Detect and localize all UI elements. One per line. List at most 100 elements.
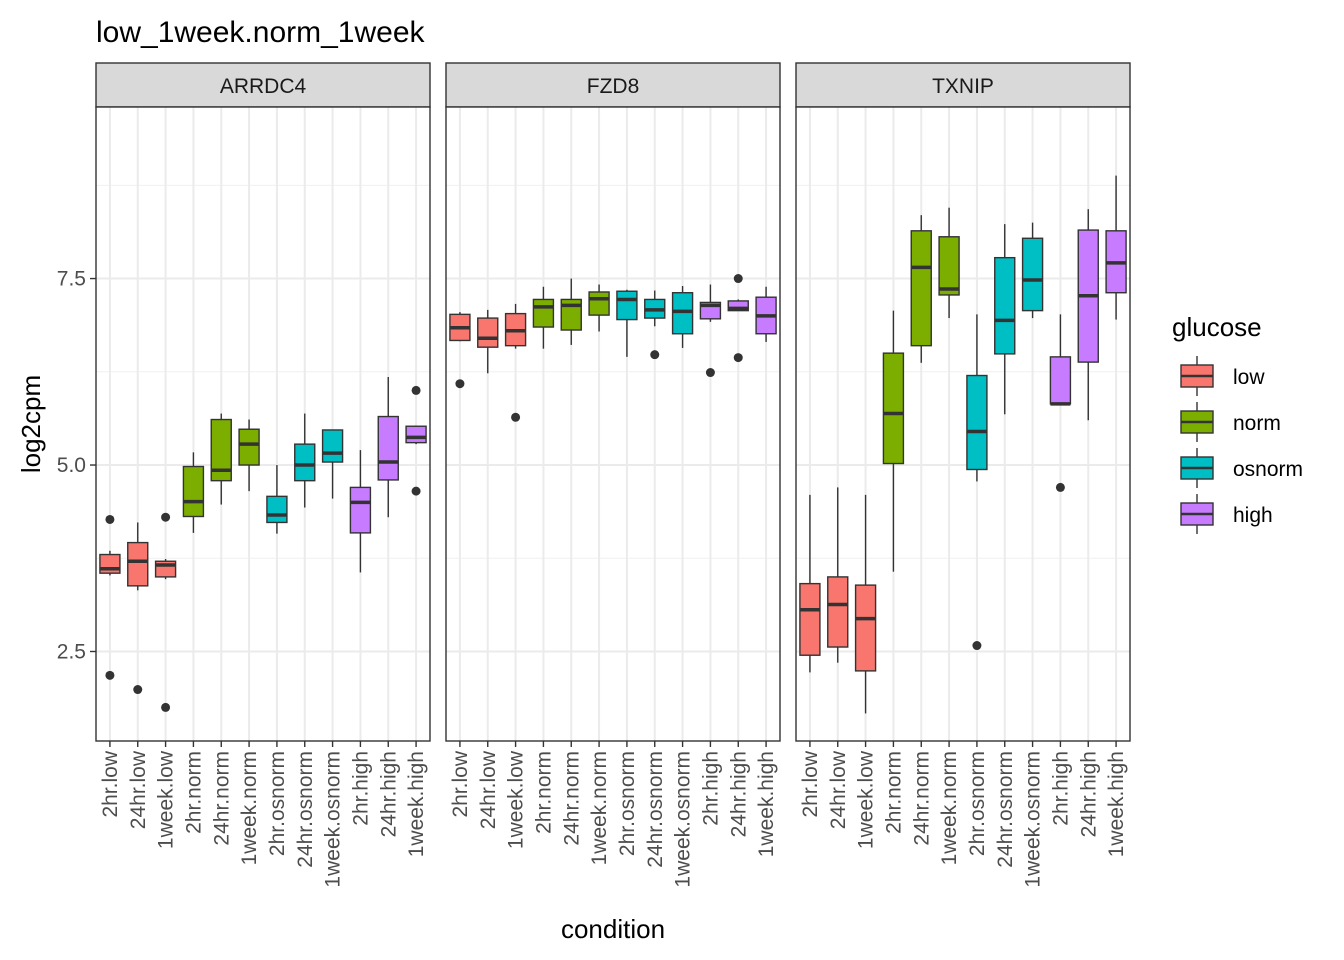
x-tick-label: 1week.low xyxy=(155,750,178,849)
box-2hr.low xyxy=(799,494,821,673)
x-tick-label: 2hr.high xyxy=(1049,751,1072,826)
box-outlier xyxy=(105,514,115,524)
box-body xyxy=(405,425,427,444)
box-24hr.high xyxy=(1077,209,1099,421)
box-body xyxy=(266,495,288,524)
box-24hr.osnorm xyxy=(644,290,666,360)
x-tick-label: 1week.norm xyxy=(238,751,261,865)
box-2hr.low xyxy=(99,514,121,680)
box-24hr.low xyxy=(827,487,849,663)
x-tick-label: 2hr.high xyxy=(349,751,372,826)
x-tick-label: 2hr.low xyxy=(449,750,472,817)
box-2hr.high xyxy=(1049,314,1072,492)
box-body xyxy=(938,236,960,296)
x-tick-label: 24hr.high xyxy=(1077,751,1100,837)
box-body xyxy=(349,486,372,534)
box-1week.low xyxy=(854,494,877,714)
facet-strip-label: TXNIP xyxy=(932,75,994,98)
facet-strip xyxy=(445,62,781,108)
legend-item-low: low xyxy=(1172,353,1265,399)
box-24hr.high xyxy=(727,274,749,363)
y-tick-label: 5.0 xyxy=(57,454,86,477)
panel-background xyxy=(96,107,430,741)
y-tick-label: 2.5 xyxy=(57,640,86,663)
box-body xyxy=(727,300,749,312)
x-tick-label: 24hr.high xyxy=(377,751,400,837)
box-2hr.norm xyxy=(882,310,905,572)
x-tick-label: 2hr.low xyxy=(799,750,822,817)
x-tick-label: 24hr.low xyxy=(127,750,150,829)
x-tick-label: 2hr.osnorm xyxy=(266,751,289,856)
box-24hr.norm xyxy=(910,215,932,363)
box-2hr.high xyxy=(349,450,372,573)
box-outlier xyxy=(411,486,421,496)
legend: glucose low norm osnorm high xyxy=(1172,312,1303,537)
box-2hr.osnorm xyxy=(616,289,638,357)
box-body xyxy=(994,256,1016,355)
box-2hr.norm xyxy=(532,286,555,349)
chart-title: low_1week.norm_1week xyxy=(96,16,426,49)
box-outlier xyxy=(511,412,521,422)
box-body xyxy=(321,429,344,463)
box-1week.osnorm xyxy=(321,429,344,499)
box-body xyxy=(588,291,610,316)
facet-strip-label: FZD8 xyxy=(587,75,640,98)
legend-title: glucose xyxy=(1172,312,1262,342)
x-tick-label: 2hr.low xyxy=(99,750,122,817)
x-axis-title: condition xyxy=(561,914,665,944)
x-tick-label: 1week.low xyxy=(505,750,528,849)
facet-strip xyxy=(795,62,1131,108)
x-tick-label: 2hr.osnorm xyxy=(966,751,989,856)
box-body xyxy=(477,317,499,348)
x-tick-label: 1week.osnorm xyxy=(1022,751,1045,888)
box-body xyxy=(294,443,316,482)
x-tick-label: 1week.osnorm xyxy=(672,751,695,888)
box-outlier xyxy=(1055,482,1065,492)
box-body xyxy=(910,230,932,347)
x-tick-label: 24hr.low xyxy=(477,750,500,829)
box-1week.low xyxy=(504,303,527,422)
x-tick-label: 24hr.osnorm xyxy=(644,751,667,868)
box-24hr.high xyxy=(377,377,399,518)
facet-panel-fzd8: FZD8 2hr.low 24hr.low 1week.low 2hr.norm 24hr… xyxy=(445,62,781,888)
box-2hr.high xyxy=(699,284,722,378)
box-1week.high xyxy=(1105,175,1127,320)
box-24hr.low xyxy=(477,309,499,374)
box-body xyxy=(854,584,877,672)
x-tick-label: 24hr.norm xyxy=(210,751,233,846)
x-tick-label: 1week.osnorm xyxy=(322,751,345,888)
box-1week.norm xyxy=(238,419,260,492)
x-tick-label: 24hr.high xyxy=(727,751,750,837)
panel-border xyxy=(795,106,1131,742)
box-24hr.osnorm xyxy=(994,224,1016,415)
x-tick-label: 1week.high xyxy=(755,751,778,857)
legend-item-osnorm: osnorm xyxy=(1172,445,1303,491)
x-tick-label: 24hr.norm xyxy=(910,751,933,846)
x-tick-label: 2hr.norm xyxy=(182,751,205,834)
box-outlier xyxy=(161,512,171,522)
box-body xyxy=(1049,356,1072,405)
box-body xyxy=(238,428,260,466)
box-body xyxy=(671,292,694,335)
box-body xyxy=(799,582,821,656)
box-outlier xyxy=(455,379,465,389)
box-outlier xyxy=(733,353,743,363)
facet-strip-label: ARRDC4 xyxy=(220,75,307,98)
box-24hr.low xyxy=(127,522,149,695)
box-outlier xyxy=(650,350,660,360)
box-outlier xyxy=(972,641,982,651)
box-1week.norm xyxy=(588,284,610,332)
box-24hr.osnorm xyxy=(294,413,316,508)
y-axis-title: log2cpm xyxy=(16,375,46,473)
box-1week.norm xyxy=(938,207,960,319)
x-tick-label: 2hr.norm xyxy=(532,751,555,834)
box-body xyxy=(532,298,555,328)
legend-item-label: norm xyxy=(1233,412,1281,435)
panel-border xyxy=(445,106,781,742)
legend-item-high: high xyxy=(1172,491,1273,537)
y-axis: 2.5 5.0 7.5 xyxy=(57,268,96,663)
box-1week.high xyxy=(405,385,427,496)
box-body xyxy=(127,541,149,587)
facet-strip xyxy=(95,62,431,108)
